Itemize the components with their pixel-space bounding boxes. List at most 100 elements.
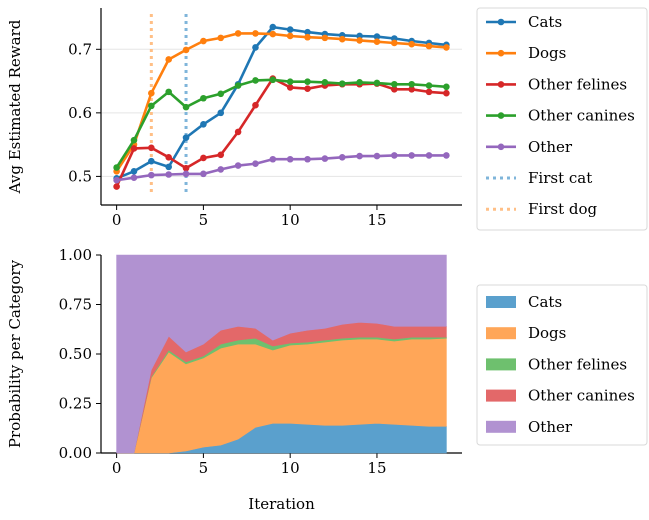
legend-bottom: Cats Dogs Other felines Other canines Other [476,284,648,446]
data-point [321,155,329,162]
data-point [286,26,294,33]
data-point [286,155,294,163]
chart-1-axes: 0 5 10 15 0.00 0.25 0.50 0.75 1.00 Probability pe… [6,246,462,513]
data-point [338,154,346,161]
data-point [269,30,277,38]
x-tick-label: 5 [199,459,209,477]
data-point [304,28,311,36]
data-point [252,44,259,51]
legend-label: Other felines [528,75,627,93]
data-point [217,109,225,117]
y-tick-label: 0.5 [68,167,92,185]
data-point [182,103,190,111]
data-point [304,85,311,93]
legend-swatch [486,296,516,308]
data-point [338,35,346,43]
legend-marker [497,49,505,57]
legend-label: Other felines [528,355,627,373]
data-point [252,77,259,84]
data-point [356,79,363,86]
data-point [252,101,259,109]
data-point [217,166,225,173]
data-point [148,157,155,165]
y-axis-label: Avg Estimated Reward [6,19,24,194]
legend-swatch [486,420,516,433]
data-point [182,164,190,172]
legend-top: Cats Dogs Other felines Other canines Other F… [476,7,648,231]
data-point [391,152,398,159]
data-point [148,89,155,97]
chart-0-axes: 0 5 10 15 0.5 0.6 0.7 Avg Estimated Reward [6,8,462,229]
data-point [373,79,381,87]
data-point [391,80,398,88]
data-point [269,155,277,163]
y-tick-label: 0.6 [68,104,92,122]
x-tick-label: 10 [281,459,300,477]
data-point [234,82,242,89]
data-point [286,32,294,40]
legend-label: Other canines [528,387,635,405]
data-point [130,136,138,144]
data-point [373,38,381,45]
legend-marker [497,81,505,88]
legend-label: Other [528,138,573,156]
x-tick-label: 15 [367,459,386,477]
legend-label: Cats [528,13,562,31]
data-point [148,102,155,110]
legend-label: Other [528,418,573,436]
data-point [200,37,207,45]
legend-frame [476,284,648,446]
legend-marker [497,112,505,119]
data-point [252,30,259,37]
data-point [200,120,207,128]
legend-label: First dog [528,200,598,218]
y-tick-label: 1.00 [59,246,92,264]
data-point [217,151,225,159]
data-point [182,170,190,178]
data-point [338,80,346,87]
legend-swatch [486,358,516,371]
y-tick-label: 0.25 [59,395,92,413]
data-point [391,39,398,47]
data-point [443,83,450,91]
data-point [408,152,415,159]
legend-swatch [486,327,516,340]
data-point [425,42,433,50]
stacked-areas [116,254,447,454]
data-point [130,174,138,181]
data-point [269,76,277,84]
data-point [165,56,172,63]
legend-marker [497,143,505,151]
y-tick-label: 0.00 [59,444,92,462]
data-point [443,152,450,159]
data-point [425,82,433,89]
data-point [408,80,415,88]
x-tick-label: 5 [199,211,209,229]
x-axis-label: Iteration [248,495,315,513]
data-point [356,37,363,44]
legend-label: Other canines [528,107,635,125]
x-tick-label: 0 [112,459,122,477]
series-other-felines [113,75,450,190]
data-point [304,78,311,86]
legend-label: Cats [528,293,562,311]
data-point [269,23,277,31]
data-point [252,160,259,167]
data-point [234,162,242,169]
data-point [286,78,294,86]
data-point [130,168,138,175]
legend-label: First cat [528,169,592,187]
series-other-canines [113,76,450,171]
data-point [200,154,207,162]
data-point [182,46,190,54]
x-tick-label: 0 [112,211,122,229]
data-point [148,171,155,179]
x-tick-label: 10 [281,211,300,229]
data-point [130,145,138,152]
data-point [304,155,311,163]
data-point [321,34,329,42]
y-axis-label: Probability per Category [6,259,24,448]
data-point [304,33,311,41]
